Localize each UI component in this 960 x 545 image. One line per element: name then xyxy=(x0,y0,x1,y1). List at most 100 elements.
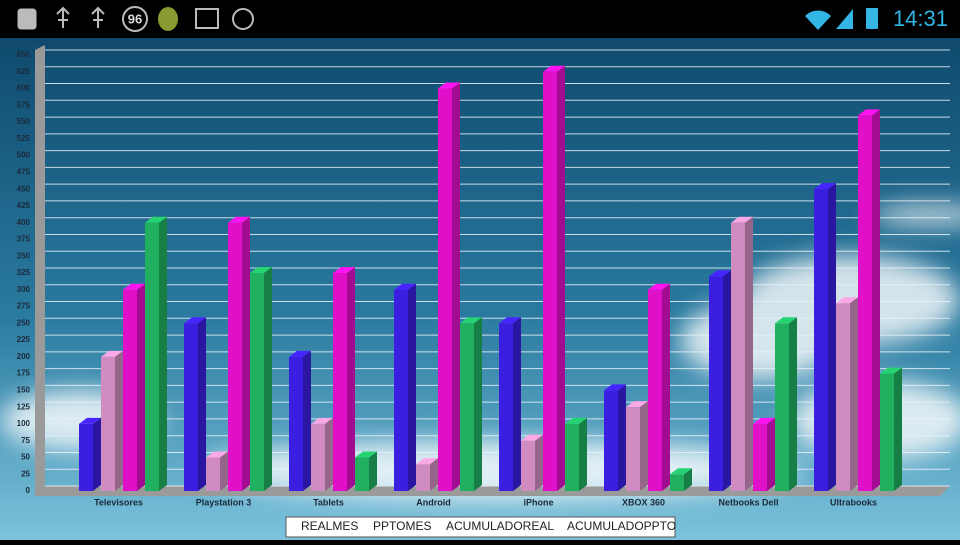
bar xyxy=(499,323,513,491)
bar-top xyxy=(709,270,731,277)
bar xyxy=(814,189,828,491)
y-tick-label: 325 xyxy=(17,268,31,277)
bar xyxy=(184,323,198,491)
bar-top xyxy=(731,216,753,223)
bar xyxy=(753,423,767,491)
bar-top xyxy=(355,451,377,458)
bar xyxy=(604,390,618,491)
y-tick-label: 400 xyxy=(17,218,31,227)
bar-top xyxy=(289,350,311,357)
bar-side xyxy=(513,317,521,491)
bar-top xyxy=(604,384,626,391)
bar-top xyxy=(333,267,355,273)
bar-side xyxy=(767,417,775,491)
bar xyxy=(123,289,137,491)
bar-side xyxy=(264,267,272,491)
bar xyxy=(206,457,220,491)
legend-label: ACUMULADOREAL xyxy=(446,519,554,533)
y-tick-label: 150 xyxy=(17,385,31,394)
y-tick-label: 425 xyxy=(17,201,31,210)
bar-side xyxy=(347,267,355,491)
y-tick-label: 100 xyxy=(17,419,31,428)
y-tick-label: 75 xyxy=(21,436,30,445)
bar-top xyxy=(775,317,797,324)
legend-label: PPTOMES xyxy=(373,519,431,533)
bar xyxy=(394,289,408,491)
bar-top xyxy=(670,468,692,475)
y-tick-label: 275 xyxy=(17,302,31,311)
bar-side xyxy=(894,367,902,491)
bar-top xyxy=(250,267,272,273)
bar xyxy=(543,71,557,492)
bar-top xyxy=(565,417,587,424)
bar-side xyxy=(828,183,836,491)
bar xyxy=(311,423,325,491)
bar-side xyxy=(579,417,587,491)
bar-side xyxy=(159,216,167,491)
bar-side xyxy=(220,451,228,491)
y-tick-label: 600 xyxy=(17,84,31,93)
bar-side xyxy=(325,417,333,491)
floor xyxy=(35,486,950,496)
bar xyxy=(670,474,684,491)
bar-top xyxy=(499,317,521,324)
bar-top xyxy=(101,350,123,357)
legend-box xyxy=(285,516,676,538)
bar-top xyxy=(311,417,333,424)
bar xyxy=(289,356,303,491)
y-tick-label: 550 xyxy=(17,117,31,126)
bar xyxy=(79,423,93,491)
bar-side xyxy=(115,350,123,491)
y-tick-label: 500 xyxy=(17,151,31,160)
bar-top xyxy=(184,317,206,324)
bar-top xyxy=(880,367,902,374)
bar-side xyxy=(640,401,648,491)
x-tick-label: Tablets xyxy=(313,497,344,507)
y-tick-label: 50 xyxy=(21,453,30,462)
bar-side xyxy=(93,417,101,491)
bar-side xyxy=(408,283,416,491)
x-tick-label: Televisores xyxy=(94,497,143,507)
bar-top xyxy=(416,458,438,465)
bar-side xyxy=(684,468,692,491)
bar-side xyxy=(474,317,482,491)
bar-side xyxy=(723,270,731,491)
x-tick-label: Ultrabooks xyxy=(830,497,877,507)
clock: 14:31 xyxy=(893,6,948,31)
bar-top xyxy=(460,317,482,324)
bar xyxy=(836,303,850,491)
x-tick-label: iPhone xyxy=(523,497,553,507)
bar xyxy=(145,222,159,491)
y-tick-label: 175 xyxy=(17,369,31,378)
y-tick-label: 375 xyxy=(17,235,31,244)
bar xyxy=(565,423,579,491)
bar-side xyxy=(137,283,145,491)
status-icons xyxy=(17,6,254,32)
badge-count: 96 xyxy=(128,11,142,26)
y-tick-label: 625 xyxy=(17,67,31,76)
bar-side xyxy=(242,216,250,491)
legend-label: REALMES xyxy=(301,519,358,533)
bar-top xyxy=(438,82,460,89)
y-tick-label: 25 xyxy=(21,469,30,478)
bar-top xyxy=(206,451,228,458)
bar-top xyxy=(145,216,167,223)
bar-top xyxy=(543,65,565,72)
bar-top xyxy=(858,109,880,116)
bar xyxy=(775,323,789,491)
bar-side xyxy=(369,451,377,491)
y-tick-label: 300 xyxy=(17,285,31,294)
bar xyxy=(709,276,723,491)
y-tick-label: 200 xyxy=(17,352,31,361)
y-tick-label: 650 xyxy=(17,50,31,59)
y-tick-label: 0 xyxy=(26,486,31,495)
bar-side xyxy=(303,350,311,491)
bar xyxy=(460,323,474,491)
bar-top xyxy=(836,297,858,304)
y-tick-label: 125 xyxy=(17,402,31,411)
bar xyxy=(858,115,872,491)
y-tick-label: 350 xyxy=(17,251,31,260)
bar-side xyxy=(850,297,858,491)
y-tick-label: 250 xyxy=(17,318,31,327)
